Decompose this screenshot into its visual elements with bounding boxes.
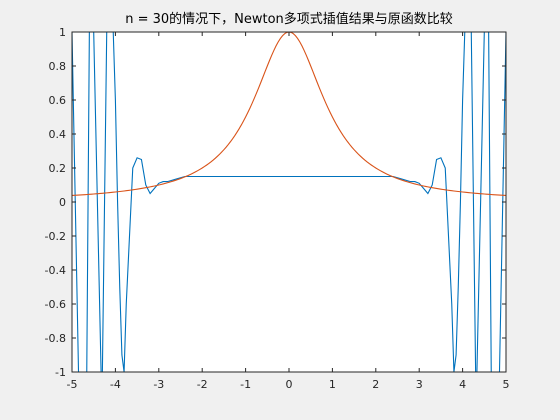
- x-tick-label: 3: [416, 378, 423, 391]
- x-tick-label: 2: [372, 378, 379, 391]
- y-tick-label: 0: [59, 196, 66, 209]
- x-tick-label: 1: [329, 378, 336, 391]
- x-tick-label: -4: [110, 378, 121, 391]
- y-tick-label: -0.6: [45, 298, 66, 311]
- series-line-2: [72, 32, 506, 197]
- x-tick-label: -2: [197, 378, 208, 391]
- y-tick-label: 0.8: [49, 60, 67, 73]
- y-tick-label: 0.6: [49, 94, 67, 107]
- y-tick-label: 0.2: [49, 162, 67, 175]
- y-tick-label: -0.2: [45, 230, 66, 243]
- y-tick-label: -0.4: [45, 264, 66, 277]
- y-tick-label: 1: [59, 26, 66, 39]
- y-tick-label: 0.4: [49, 128, 67, 141]
- series-layer: [72, 32, 506, 372]
- y-tick-label: -0.8: [45, 332, 66, 345]
- x-axis-ticks: -5 -4 -3 -2 -1 0 1 2 3 4 5: [67, 32, 510, 391]
- series-line-1: [72, 32, 506, 372]
- x-tick-label: 0: [286, 378, 293, 391]
- x-tick-label: -5: [67, 378, 78, 391]
- x-tick-label: 5: [503, 378, 510, 391]
- y-axis-ticks: -1 -0.8 -0.6 -0.4 -0.2 0 0.2 0.4 0.6 0.8 1: [45, 26, 506, 379]
- x-tick-label: -3: [153, 378, 164, 391]
- x-tick-label: 4: [459, 378, 466, 391]
- chart-title: n = 30的情况下，Newton多项式插值结果与原函数比较: [125, 11, 453, 27]
- plot-area-background: [72, 32, 506, 372]
- x-tick-label: -1: [240, 378, 251, 391]
- y-tick-label: -1: [55, 366, 66, 379]
